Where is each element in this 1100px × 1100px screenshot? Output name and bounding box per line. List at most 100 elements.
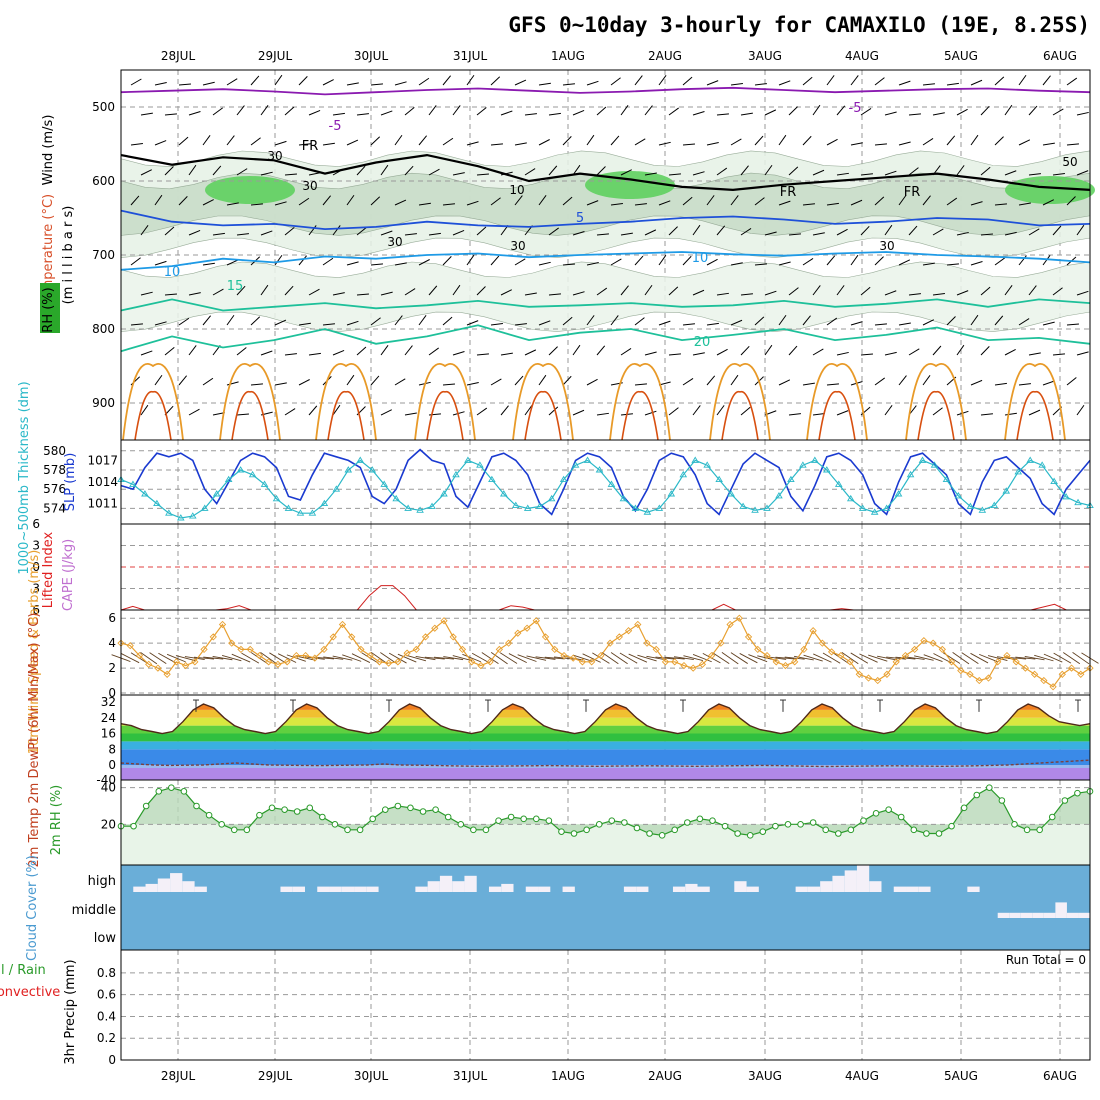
wind-barb [970,79,983,86]
wind10m-marker [726,620,734,629]
wind10m-marker [846,658,854,666]
wind-barb [370,263,383,266]
wind-barb [490,76,501,86]
wind10m-marker [163,670,171,678]
wind-barb [932,345,942,356]
wind10m-barb [462,653,482,663]
wind-tick: 2 [108,661,116,675]
wind-barb [394,81,407,86]
rh2m-marker [847,826,855,834]
thickness-marker [583,456,592,463]
wind10m-marker [412,645,420,654]
wind-barb [898,141,911,146]
isotherm-label: FR [302,139,319,154]
wind-barb [956,231,969,236]
thickness-marker [416,506,424,513]
wind-barb [586,261,599,266]
rh2m-marker [495,817,502,824]
wind-barb [994,76,1005,86]
slp-thickness-panel: 574 576 578 580 1011 1014 1017 [43,439,1094,525]
wind-barb [932,112,945,116]
wind10m-marker [468,658,476,666]
wind10m-marker [329,633,337,641]
wind-barb [1028,228,1040,236]
wind-barb [812,285,821,296]
pressure-tick: 500 [92,100,115,114]
wind-barb [428,285,438,296]
wind-barb [922,195,931,206]
pressure-tick: 900 [92,396,115,410]
thickness-marker [380,480,388,487]
wind-barb [620,285,629,296]
wind-barb [658,141,671,146]
wind-barb [692,224,701,236]
thickness-marker [715,475,723,483]
wind-tick: 6 [108,611,116,625]
wind-barb [716,292,729,296]
wind-barb [1076,111,1089,116]
rh2m-marker [872,810,880,817]
wind-barb [1076,224,1085,236]
date-axis-bottom: 28JUL 29JUL 30JUL 31JUL 1AUG 2AUG 3AUG 4AUG 5AUG… [161,1069,1077,1083]
thickness-marker [547,494,556,502]
thickness-marker [1002,487,1011,494]
wind-barb [682,76,693,86]
wind10m-marker [1040,676,1048,685]
wind-barb [922,319,934,326]
wind-barb [500,110,513,116]
upper-air-panel: 500 600 700 800 900 -5 -5 FR FR FR 5 10 10 15 20 30 30 30… [92,69,1095,441]
lifted-index-tick: 6 [32,517,40,531]
wind10m-barb [212,656,233,661]
wind-barb [682,196,693,206]
rh-legend-swatch [40,283,60,333]
wind10m-barb [149,652,167,665]
wind10m-barb [1015,656,1036,660]
wind-barb [572,109,585,116]
wind-barb [404,165,414,176]
wind-barb [548,346,558,356]
rh2m-marker [885,806,892,813]
thickness-marker [811,456,819,463]
wind10m-barb [388,652,407,664]
wind-barb [308,288,320,296]
wind10m-barb [158,652,177,664]
wind10m-barb [793,655,814,661]
wind-barb [812,348,824,356]
wind-barb [514,375,524,386]
wind10m-barb [323,656,344,660]
wind-barb [298,255,308,266]
wind10m-barb [260,652,278,665]
wind-barb [236,285,246,296]
rh2m-marker [746,832,754,839]
thickness-marker [332,485,341,492]
wind-barb [236,233,249,236]
wind10m-barb [1053,652,1072,664]
wind10m-barb [1034,654,1054,662]
isotherm-30 [917,391,955,441]
wind-barb [692,405,701,416]
cloud-bar [832,875,845,892]
wind-barb [946,316,956,326]
rh2m-marker [608,817,616,824]
wind10m-marker [772,658,780,666]
isotherm-25 [1004,363,1066,441]
wind-barb [356,293,369,296]
wind10m-marker [855,670,863,678]
wind-barb [298,197,310,206]
wind-barb [418,135,428,146]
rh2m-marker [772,822,779,830]
wind10m-marker [246,645,254,654]
thickness-marker [476,461,484,468]
wind10m-marker [154,664,162,672]
wind-barb [332,349,345,356]
wind-barb [250,316,261,326]
wind-barb [226,202,239,206]
wind10m-marker [514,629,522,637]
wind-barb [548,293,561,296]
wind10m-barb [535,656,556,660]
thickness-marker [894,490,903,497]
rh2m-marker [331,821,339,828]
wind-barb [322,79,334,86]
wind-barb [356,165,366,176]
wind-barb [706,80,719,86]
